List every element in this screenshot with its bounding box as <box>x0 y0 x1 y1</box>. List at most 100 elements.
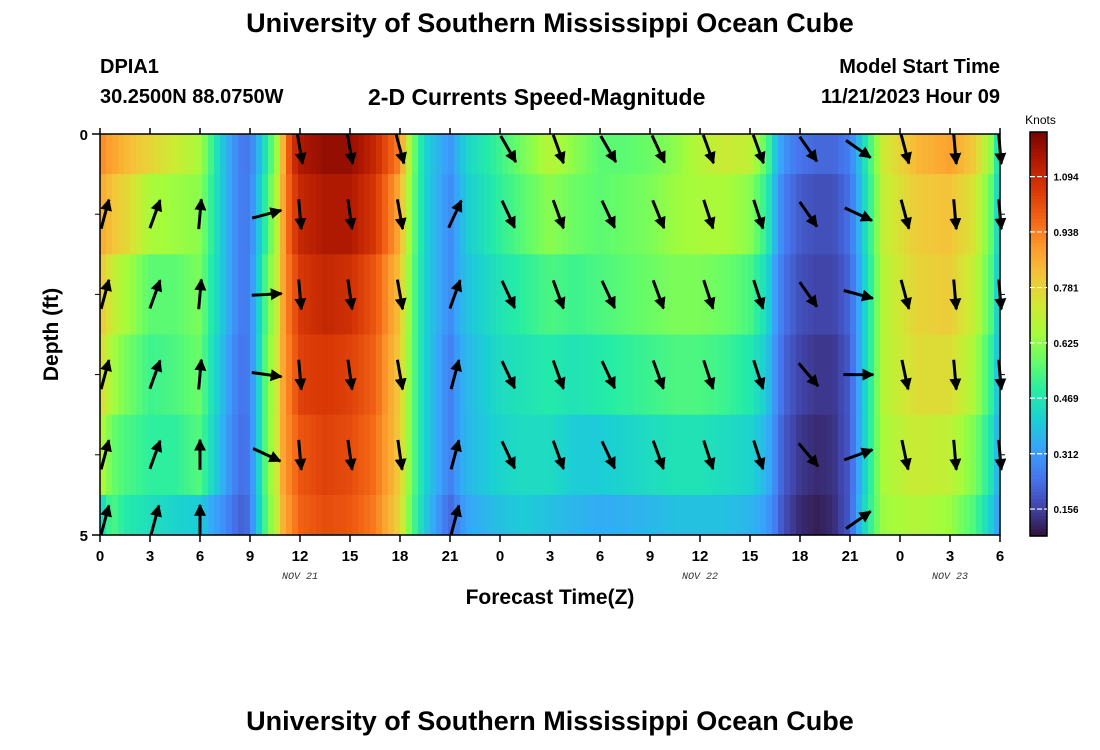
colorbar-segment <box>1030 179 1047 184</box>
heatmap-cell <box>388 414 395 496</box>
heatmap-cell <box>784 174 791 255</box>
heatmap-cell <box>172 334 179 416</box>
heatmap-cell <box>448 334 455 416</box>
heatmap-cell <box>538 134 545 175</box>
heatmap-cell <box>424 254 431 336</box>
heatmap-cell <box>514 494 521 536</box>
heatmap-cell <box>184 254 191 336</box>
heatmap-cell <box>598 334 605 416</box>
colorbar-segment <box>1030 320 1047 325</box>
current-vector <box>252 447 282 463</box>
heatmap-cell <box>286 494 293 536</box>
colorbar-segment <box>1030 323 1047 328</box>
heatmap-cell <box>592 254 599 336</box>
colorbar-segment <box>1030 532 1047 537</box>
heatmap-cell <box>460 334 467 416</box>
heatmap-cell <box>364 494 371 536</box>
heatmap-cell <box>874 494 881 536</box>
heatmap-cell <box>484 254 491 336</box>
heatmap-cell <box>136 134 143 175</box>
colorbar-segment <box>1030 529 1047 534</box>
heatmap-cell <box>664 494 671 536</box>
colorbar-segment <box>1030 280 1047 285</box>
heatmap-cell <box>778 414 785 496</box>
heatmap-cell <box>988 254 995 336</box>
heatmap-cell <box>334 334 341 416</box>
heatmap-cell <box>538 494 545 536</box>
heatmap-cell <box>214 494 221 536</box>
heatmap-cell <box>238 494 245 536</box>
heatmap-cell <box>592 134 599 175</box>
heatmap-cell <box>496 334 503 416</box>
heatmap-cell <box>664 174 671 255</box>
heatmap-cell <box>562 174 569 255</box>
heatmap-cell <box>646 174 653 255</box>
heatmap-cell <box>214 134 221 175</box>
heatmap-cell <box>826 174 833 255</box>
heatmap-cell <box>514 254 521 336</box>
heatmap-cell <box>886 334 893 416</box>
heatmap-cell <box>232 254 239 336</box>
heatmap-cell <box>316 134 323 175</box>
heatmap-cell <box>508 174 515 255</box>
heatmap-cell <box>742 254 749 336</box>
heatmap-cell <box>946 414 953 496</box>
heatmap-cell <box>202 334 209 416</box>
heatmap-cell <box>814 494 821 536</box>
colorbar-segment <box>1030 424 1047 429</box>
heatmap-cell <box>466 494 473 536</box>
heatmap-cell <box>940 174 947 255</box>
current-vector <box>449 504 462 535</box>
heatmap-cell <box>904 334 911 416</box>
colorbar-segment <box>1030 206 1047 211</box>
current-vector <box>701 134 716 165</box>
heatmap-cell <box>442 414 449 496</box>
x-tick-label: 0 <box>896 548 904 565</box>
colorbar-segment <box>1030 350 1047 355</box>
heatmap-cell <box>712 494 719 536</box>
heatmap-cell <box>442 174 449 255</box>
heatmap-cell <box>934 134 941 175</box>
heatmap-cell <box>628 414 635 496</box>
heatmap-cell <box>640 254 647 336</box>
heatmap-cell <box>994 494 1001 536</box>
heatmap-cell <box>652 334 659 416</box>
heatmap-cell <box>112 494 119 536</box>
heatmap-cell <box>310 174 317 255</box>
heatmap-cell <box>496 134 503 175</box>
heatmap-cell <box>634 494 641 536</box>
heatmap-cell <box>340 334 347 416</box>
heatmap-cell <box>160 254 167 336</box>
colorbar-segment <box>1030 428 1047 433</box>
colorbar-segment <box>1030 522 1047 527</box>
current-vector <box>600 199 617 229</box>
heatmap-cell <box>172 134 179 175</box>
heatmap-cell <box>124 254 131 336</box>
heatmap-cell <box>442 334 449 416</box>
heatmap-cell <box>280 254 287 336</box>
heatmap-cell <box>226 254 233 336</box>
heatmap-cell <box>832 134 839 175</box>
heatmap-cell <box>784 494 791 536</box>
colorbar-segment <box>1030 330 1047 335</box>
heatmap-cell <box>142 254 149 336</box>
heatmap-cell <box>658 174 665 255</box>
heatmap-cell <box>994 174 1001 255</box>
heatmap-cell <box>688 334 695 416</box>
current-vector <box>394 134 407 165</box>
heatmap-cell <box>256 494 263 536</box>
heatmap-cell <box>208 414 215 496</box>
colorbar-segment <box>1030 209 1047 214</box>
heatmap-cell <box>502 174 509 255</box>
heatmap-cell <box>400 494 407 536</box>
heatmap-cell <box>472 494 479 536</box>
current-vector <box>551 134 566 165</box>
current-vector <box>845 510 872 530</box>
heatmap-cell <box>592 174 599 255</box>
heatmap-cell <box>250 134 257 175</box>
heatmap-cell <box>436 254 443 336</box>
heatmap-cell <box>694 174 701 255</box>
heatmap-cell <box>478 414 485 496</box>
colorbar-segment <box>1030 482 1047 487</box>
heatmap-cell <box>310 414 317 496</box>
